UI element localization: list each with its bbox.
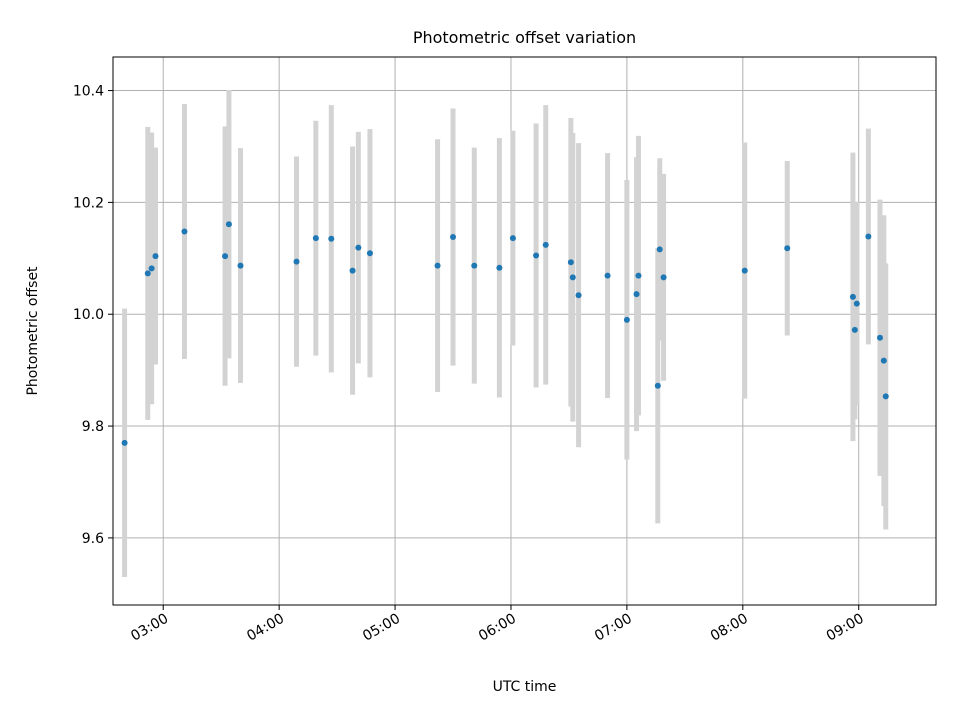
data-point <box>293 258 300 265</box>
data-point <box>853 300 860 307</box>
data-point <box>569 274 576 281</box>
data-point <box>876 334 883 341</box>
data-point <box>880 357 887 364</box>
data-point <box>633 291 640 298</box>
y-tick-label: 9.6 <box>82 531 104 547</box>
data-point <box>181 228 188 235</box>
data-point <box>225 221 232 228</box>
y-tick-label: 10.2 <box>73 195 104 211</box>
data-point <box>635 272 642 279</box>
data-point <box>237 262 244 269</box>
data-point <box>623 316 630 323</box>
data-point <box>784 245 791 252</box>
y-tick-label: 10.0 <box>73 307 104 323</box>
data-point <box>575 292 582 299</box>
data-point <box>849 293 856 300</box>
data-point <box>533 252 540 259</box>
data-point <box>434 262 441 269</box>
x-axis-label: UTC time <box>493 679 557 695</box>
data-point <box>654 382 661 389</box>
data-point <box>509 235 516 242</box>
chart-title: Photometric offset variation <box>413 28 636 47</box>
data-point <box>542 241 549 248</box>
y-axis-label: Photometric offset <box>25 266 41 396</box>
data-point <box>660 274 667 281</box>
y-tick-label: 9.8 <box>82 419 104 435</box>
data-point <box>882 393 889 400</box>
data-point <box>656 246 663 253</box>
data-point <box>328 235 335 242</box>
data-point <box>312 235 319 242</box>
data-point <box>851 326 858 333</box>
y-tick-label: 10.4 <box>73 84 104 100</box>
data-points <box>121 221 889 446</box>
data-point <box>121 439 128 446</box>
data-point <box>349 267 356 274</box>
data-point <box>450 234 457 241</box>
data-point <box>741 267 748 274</box>
data-point <box>366 250 373 257</box>
data-point <box>604 272 611 279</box>
data-point <box>152 253 159 260</box>
data-point <box>865 233 872 240</box>
data-point <box>222 253 229 260</box>
data-point <box>567 259 574 266</box>
plot-frame <box>112 56 937 606</box>
data-point <box>355 244 362 251</box>
data-point <box>148 265 155 272</box>
data-point <box>471 262 478 269</box>
data-point <box>496 264 503 271</box>
data-point <box>144 270 151 277</box>
